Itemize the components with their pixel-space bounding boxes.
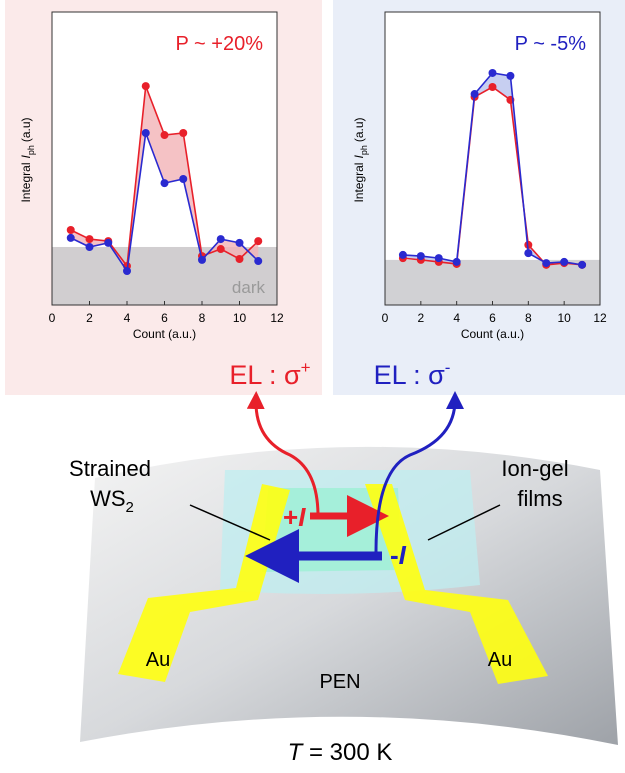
annotation: P ~ +20% <box>176 33 264 55</box>
current-label: +I <box>283 502 306 532</box>
data-point <box>67 226 75 234</box>
temperature-label: T = 300 K <box>288 739 393 766</box>
text: = 300 K <box>302 739 392 766</box>
data-point <box>179 175 187 183</box>
x-tick-label: 6 <box>489 311 496 325</box>
sign: - <box>390 540 399 570</box>
x-tick-label: 2 <box>417 311 424 325</box>
data-point <box>560 258 568 266</box>
data-point <box>489 83 497 91</box>
caption-superscript: + <box>301 358 311 377</box>
caption: EL : σ+ <box>229 358 310 390</box>
data-point <box>399 251 407 259</box>
data-point <box>104 239 112 247</box>
caption-superscript: - <box>445 358 451 377</box>
x-tick-label: 10 <box>557 311 571 325</box>
data-point <box>142 129 150 137</box>
y-label-subscript: ph <box>26 145 36 155</box>
data-point <box>578 261 586 269</box>
data-point <box>417 252 425 260</box>
sign: + <box>283 502 298 532</box>
figure: dark 0 2 4 6 8 10 12 Count (a.u.) Integral Iph (a.u… <box>0 0 625 773</box>
symbol: I <box>399 540 407 570</box>
y-label-unit: (a.u) <box>352 117 366 142</box>
caption: EL : σ- <box>374 358 451 390</box>
data-point <box>198 256 206 264</box>
label: Strained <box>69 456 151 481</box>
data-point <box>142 82 150 90</box>
label: Ion-gel <box>501 456 568 481</box>
y-label-text: Integral <box>352 163 366 203</box>
data-point <box>471 90 479 98</box>
dark-level <box>385 260 600 305</box>
data-point <box>86 235 94 243</box>
x-tick-label: 8 <box>525 311 532 325</box>
data-point <box>86 243 94 251</box>
y-label-subscript: ph <box>359 145 369 155</box>
x-tick-label: 12 <box>270 311 284 325</box>
label: films <box>517 486 562 511</box>
substrate-label: PEN <box>319 671 360 693</box>
data-point <box>161 179 169 187</box>
y-label-unit: (a.u) <box>19 117 33 142</box>
x-tick-label: 6 <box>161 311 168 325</box>
x-tick-label: 10 <box>233 311 247 325</box>
data-point <box>217 245 225 253</box>
x-tick-label: 8 <box>199 311 206 325</box>
caption-text: EL : σ <box>374 360 446 390</box>
data-point <box>254 237 262 245</box>
x-tick-label: 12 <box>593 311 607 325</box>
data-point <box>489 69 497 77</box>
dark-label: dark <box>232 278 266 297</box>
x-tick-label: 4 <box>124 311 131 325</box>
y-label-text: Integral <box>19 163 33 203</box>
label: WS <box>90 486 125 511</box>
x-axis-label: Count (a.u.) <box>133 327 196 341</box>
x-tick-label: 0 <box>49 311 56 325</box>
device-diagram: Strained WS2 Ion-gel films +I -I Au Au P… <box>69 400 618 766</box>
x-axis-label: Count (a.u.) <box>461 327 524 341</box>
data-point <box>542 259 550 267</box>
x-tick-label: 0 <box>382 311 389 325</box>
data-point <box>161 131 169 139</box>
data-point <box>123 267 131 275</box>
caption-text: EL : σ <box>229 360 301 390</box>
data-point <box>236 239 244 247</box>
data-point <box>453 258 461 266</box>
x-tick-label: 4 <box>453 311 460 325</box>
data-point <box>179 129 187 137</box>
data-point <box>524 249 532 257</box>
current-label: -I <box>390 540 407 570</box>
data-point <box>217 235 225 243</box>
data-point <box>67 234 75 242</box>
electrode-label: Au <box>488 649 512 671</box>
data-point <box>506 72 514 80</box>
subscript: 2 <box>126 499 134 516</box>
symbol: I <box>298 502 306 532</box>
page: dark 0 2 4 6 8 10 12 Count (a.u.) Integral Iph (a.u… <box>0 0 625 773</box>
data-point <box>254 257 262 265</box>
data-point <box>435 254 443 262</box>
electrode-label: Au <box>146 649 170 671</box>
x-tick-label: 2 <box>86 311 93 325</box>
annotation: P ~ -5% <box>515 33 587 55</box>
data-point <box>236 255 244 263</box>
